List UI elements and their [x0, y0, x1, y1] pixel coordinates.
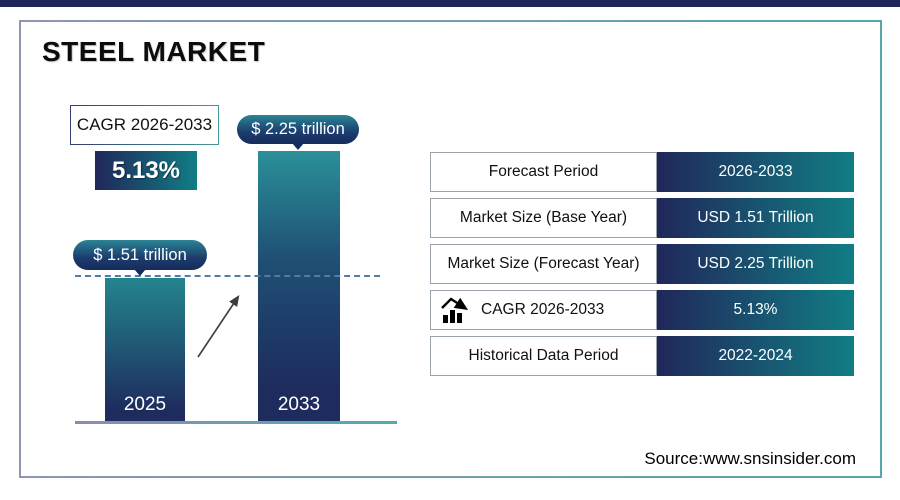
bar-2033: 2033 [258, 151, 340, 423]
row-value: USD 2.25 Trillion [657, 244, 854, 284]
bar-chart-trend-icon [441, 297, 469, 323]
row-value: 2022-2024 [657, 336, 854, 376]
trend-arrow-icon [197, 295, 240, 358]
top-accent-bar [0, 0, 900, 7]
market-summary-table: Forecast Period 2026-2033 Market Size (B… [430, 152, 854, 376]
row-label: Market Size (Forecast Year) [430, 244, 657, 284]
table-row: Market Size (Forecast Year) USD 2.25 Tri… [430, 244, 854, 284]
table-row: Historical Data Period 2022-2024 [430, 336, 854, 376]
value-callout-2025: $ 1.51 trillion [73, 240, 207, 270]
row-label: Historical Data Period [430, 336, 657, 376]
row-label: CAGR 2026-2033 [481, 301, 605, 318]
value-callout-2033: $ 2.25 trillion [237, 115, 359, 144]
table-row: CAGR 2026-2033 5.13% [430, 290, 854, 330]
bar-label-2033: 2033 [277, 394, 321, 415]
table-row: Market Size (Base Year) USD 1.51 Trillio… [430, 198, 854, 238]
row-label: Market Size (Base Year) [430, 198, 657, 238]
source-attribution: Source:www.snsinsider.com [644, 449, 856, 468]
table-row: Forecast Period 2026-2033 [430, 152, 854, 192]
bar-label-2025: 2025 [123, 394, 167, 415]
row-value: 2026-2033 [657, 152, 854, 192]
bar-2025: 2025 [105, 278, 185, 423]
row-label: Forecast Period [430, 152, 657, 192]
cagr-label-box: CAGR 2026-2033 [70, 105, 219, 145]
cagr-value-badge: 5.13% [95, 151, 197, 190]
reference-dashed-line [75, 275, 380, 277]
row-value: USD 1.51 Trillion [657, 198, 854, 238]
page-title: STEEL MARKET [42, 36, 266, 67]
chart-baseline [75, 421, 397, 424]
row-value: 5.13% [657, 290, 854, 330]
